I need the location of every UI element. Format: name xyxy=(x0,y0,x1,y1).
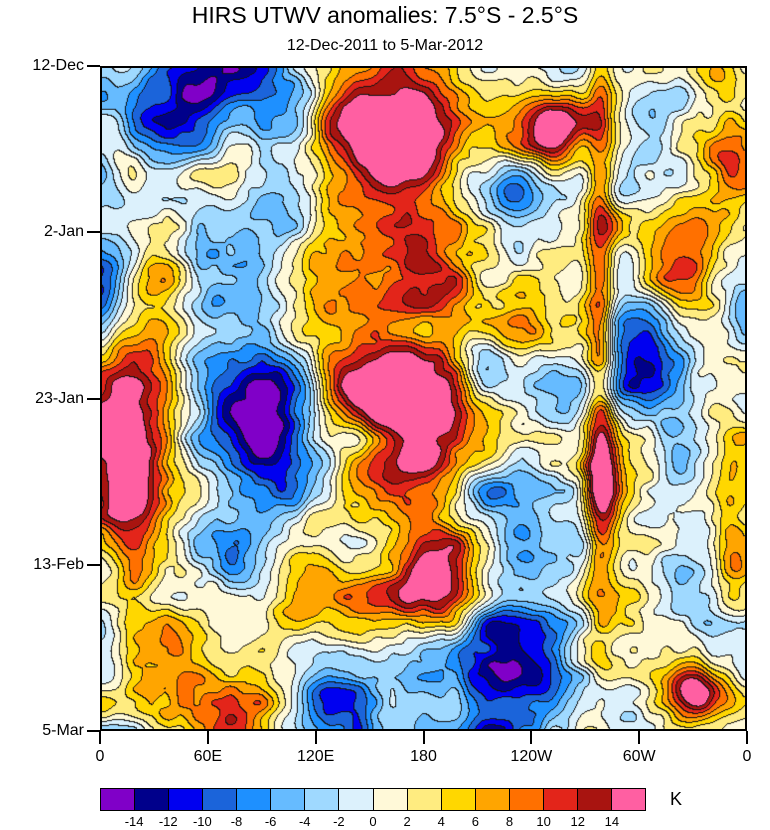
chart-title: HIRS UTWV anomalies: 7.5°S - 2.5°S xyxy=(191,2,579,28)
colorbar-unit-label: K xyxy=(670,789,683,809)
colorbar-cell xyxy=(237,789,272,810)
x-tick xyxy=(314,731,317,744)
colorbar-cell xyxy=(543,789,578,810)
colorbar-cell xyxy=(339,789,374,810)
y-tick-label: 2-Jan xyxy=(43,223,84,241)
heatmap-canvas xyxy=(102,68,745,729)
x-tick xyxy=(530,731,533,744)
x-tick xyxy=(99,731,101,744)
colorbar-tick-label: -10 xyxy=(192,814,212,829)
x-tick xyxy=(206,731,209,744)
colorbar-tick-label: 14 xyxy=(604,814,620,829)
colorbar-tick-label: -2 xyxy=(333,814,345,829)
y-tick xyxy=(87,397,100,400)
colorbar-tick-label: 6 xyxy=(471,814,479,829)
colorbar-tick-label: 0 xyxy=(369,814,377,829)
y-tick xyxy=(87,730,100,732)
colorbar-tick-label: -8 xyxy=(230,814,243,829)
colorbar-cell xyxy=(135,789,170,810)
colorbar-tick-label: 4 xyxy=(437,814,445,829)
colorbar-cell xyxy=(305,789,340,810)
x-tick-label: 180 xyxy=(410,748,437,765)
colorbar-cell xyxy=(271,789,306,810)
plot-area xyxy=(100,66,747,731)
colorbar-tick-label: -12 xyxy=(158,814,178,829)
y-tick-label: 23-Jan xyxy=(35,389,84,407)
colorbar-tick-label: -14 xyxy=(124,814,144,829)
colorbar-cell xyxy=(169,789,204,810)
x-tick-label: 120W xyxy=(510,748,553,765)
x-tick-label: 60E xyxy=(193,748,223,765)
colorbar-cell xyxy=(611,789,645,810)
colorbar-cell xyxy=(577,789,612,810)
x-tick xyxy=(422,731,425,744)
y-tick xyxy=(87,563,100,566)
colorbar-cell xyxy=(101,789,136,810)
y-tick-label: 5-Mar xyxy=(42,722,84,739)
colorbar-cell xyxy=(509,789,544,810)
x-tick-label: 0 xyxy=(742,748,752,765)
colorbar-tick-label: -6 xyxy=(264,814,277,829)
x-tick xyxy=(638,731,641,744)
x-tick-label: 120E xyxy=(296,748,335,765)
y-tick xyxy=(87,231,100,234)
x-tick-label: 60W xyxy=(622,748,656,765)
colorbar-cell xyxy=(373,789,408,810)
colorbar-tick-label: 12 xyxy=(570,814,585,829)
colorbar-tick-label: 10 xyxy=(536,814,551,829)
chart-subtitle: 12-Dec-2011 to 5-Mar-2012 xyxy=(286,37,484,54)
y-tick xyxy=(87,65,100,67)
colorbar-cell xyxy=(475,789,510,810)
colorbar-cell xyxy=(407,789,442,810)
y-tick-label: 12-Dec xyxy=(32,57,84,74)
x-tick xyxy=(746,731,748,744)
colorbar-tick-label: -4 xyxy=(298,814,311,829)
colorbar-tick-label: 8 xyxy=(505,814,514,829)
x-tick-label: 0 xyxy=(95,748,105,765)
colorbar-tick-label: 2 xyxy=(403,814,411,829)
colorbar-cell xyxy=(203,789,238,810)
colorbar-cell xyxy=(441,789,476,810)
y-tick-label: 13-Feb xyxy=(33,555,84,573)
colorbar xyxy=(100,788,646,811)
